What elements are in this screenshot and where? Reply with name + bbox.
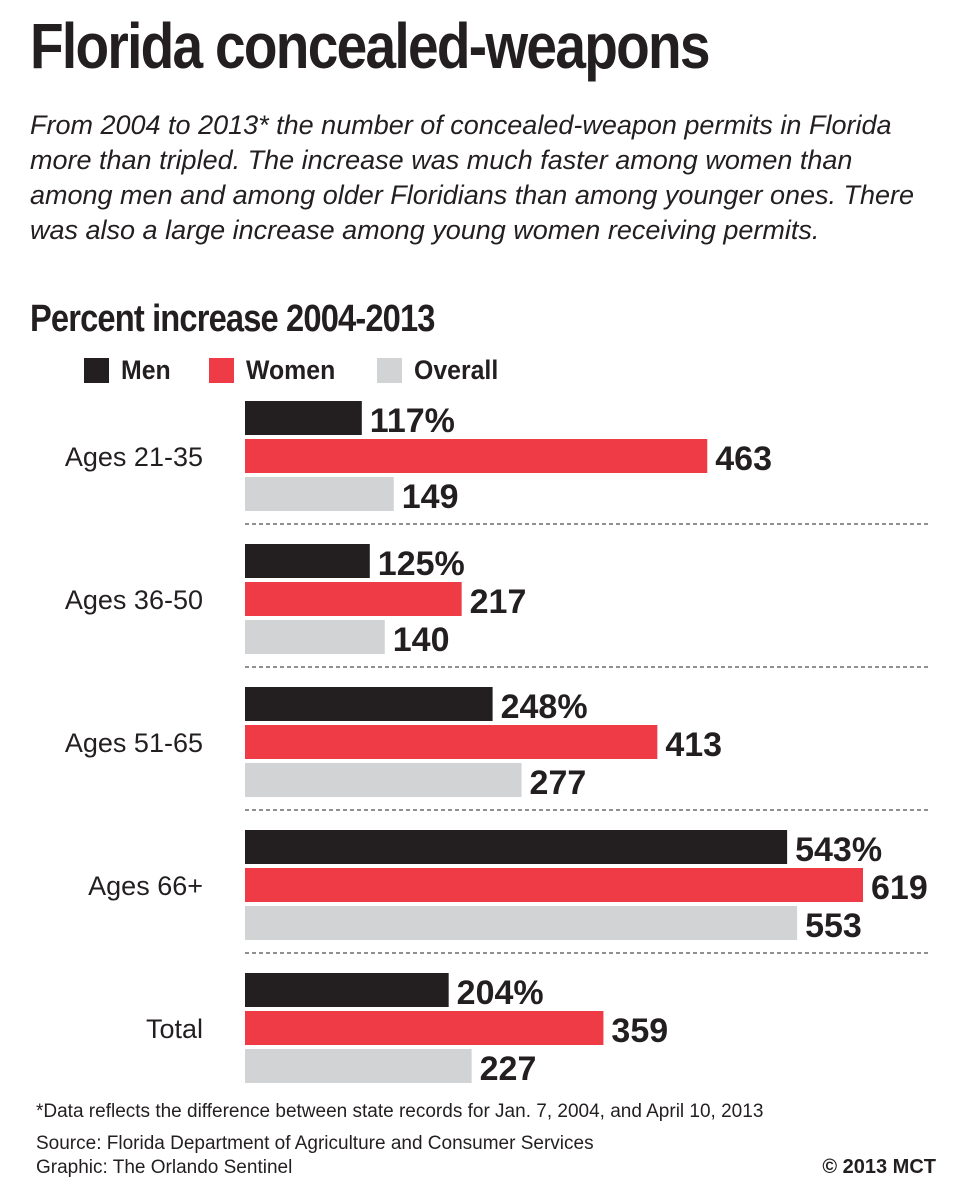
legend-label-men: Men (121, 355, 171, 385)
category-label: Total (146, 1014, 203, 1044)
legend-swatch-men (84, 358, 109, 383)
category-label: Ages 66+ (88, 871, 203, 901)
data-label-overall: 227 (480, 1050, 537, 1088)
data-label-women: 413 (665, 726, 722, 764)
bar-men (245, 544, 370, 578)
bar-men (245, 973, 449, 1007)
category-label: Ages 36-50 (65, 585, 203, 615)
source-text: Source: Florida Department of Agricultur… (36, 1133, 594, 1154)
data-label-men: 117% (370, 402, 455, 440)
bar-women (245, 439, 708, 473)
bar-overall (245, 1049, 472, 1083)
data-label-men: 543% (795, 831, 882, 869)
bar-women (245, 1011, 604, 1045)
copyright: © 2013 MCT (822, 1156, 936, 1178)
bar-men (245, 687, 493, 721)
legend-label-overall: Overall (414, 355, 499, 385)
data-label-overall: 149 (402, 478, 459, 516)
legend-item-women: Women (209, 355, 343, 386)
data-label-women: 619 (871, 869, 928, 907)
legend-item-men: Men (84, 355, 175, 386)
data-label-men: 125% (378, 545, 465, 583)
graphic-credit: Graphic: The Orlando Sentinel (36, 1157, 293, 1178)
legend: Men Women Overall (84, 355, 540, 386)
bar-women (245, 582, 462, 616)
chart-title: Florida concealed-weapons (30, 10, 711, 82)
footnote: *Data reflects the difference between st… (36, 1101, 764, 1122)
legend-label-women: Women (246, 355, 336, 385)
source-credits: Source: Florida Department of Agricultur… (36, 1132, 594, 1180)
legend-swatch-overall (377, 358, 403, 383)
data-label-overall: 277 (530, 764, 587, 802)
bar-men (245, 830, 788, 864)
data-label-men: 248% (501, 688, 588, 726)
bar-women (245, 725, 658, 759)
legend-swatch-women (209, 358, 234, 383)
data-label-women: 217 (470, 583, 527, 621)
category-label: Ages 21-35 (65, 442, 203, 472)
bar-men (245, 401, 362, 435)
bar-overall (245, 477, 394, 511)
data-label-men: 204% (457, 974, 544, 1012)
data-label-women: 463 (715, 440, 772, 478)
bar-overall (245, 763, 522, 797)
chart-description: From 2004 to 2013* the number of conceal… (30, 110, 915, 245)
bar-overall (245, 906, 798, 940)
category-label: Ages 51-65 (65, 728, 203, 758)
legend-item-overall: Overall (377, 355, 506, 386)
data-label-women: 359 (611, 1012, 668, 1050)
bar-women (245, 868, 863, 902)
data-label-overall: 140 (393, 621, 450, 659)
chart-subtitle: Percent increase 2004-2013 (30, 298, 435, 340)
data-label-overall: 553 (805, 907, 862, 945)
bar-overall (245, 620, 385, 654)
